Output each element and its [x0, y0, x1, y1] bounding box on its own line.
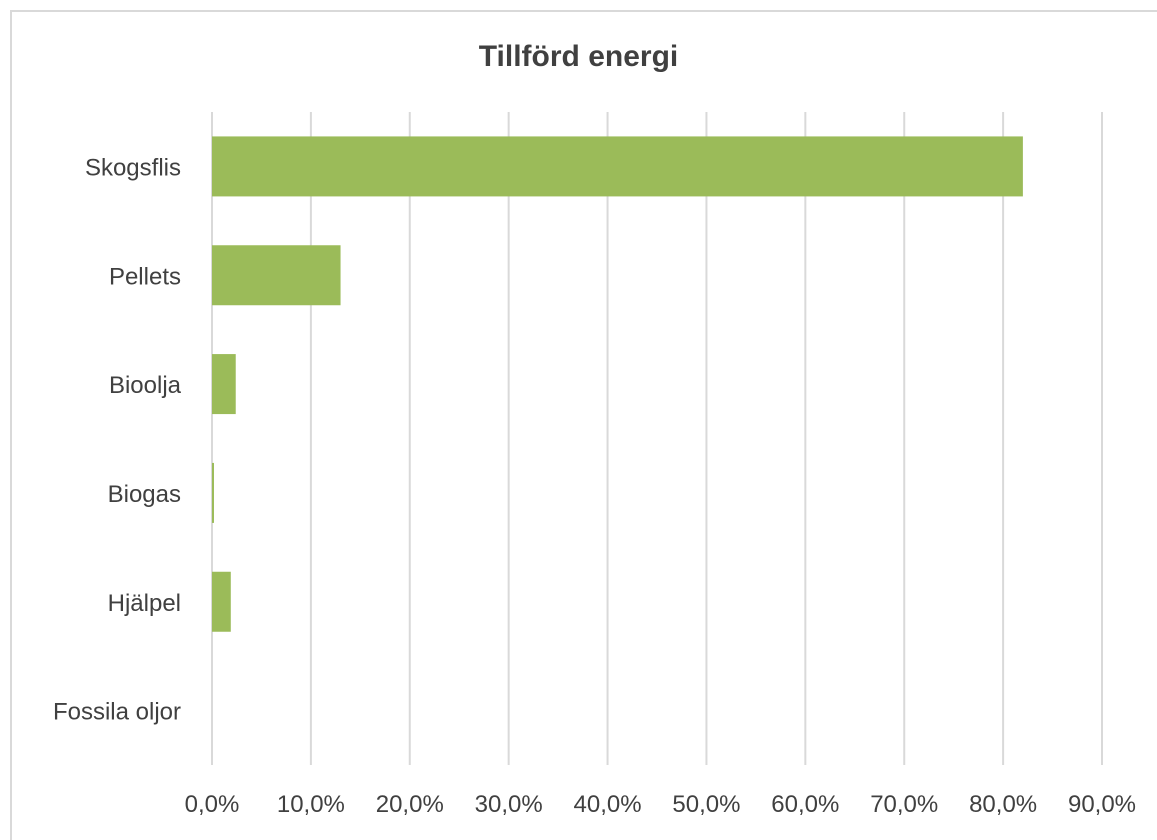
bar-biogas — [212, 462, 214, 523]
bars — [212, 136, 1023, 632]
gridlines — [211, 112, 1103, 765]
x-tick-label: 60,0% — [771, 791, 839, 818]
bar-bioolja — [212, 354, 236, 415]
bar-pellets — [212, 245, 341, 306]
category-label: Fossila oljor — [53, 699, 181, 726]
x-tick-label: 50,0% — [672, 791, 740, 818]
x-tick-label: 30,0% — [475, 791, 543, 818]
x-tick-labels: 0,0% 10,0% 20,0% 30,0% 40,0% 50,0% 60,0% 70,0% 8… — [185, 791, 1136, 818]
category-label: Skogsflis — [85, 154, 181, 181]
chart-title: Tillförd energi — [478, 40, 679, 73]
x-tick-label: 90,0% — [1068, 791, 1136, 818]
bar-skogsflis — [212, 136, 1023, 197]
category-label: Bioolja — [109, 372, 182, 399]
bar-hj-lpel — [212, 571, 231, 632]
x-tick-label: 70,0% — [870, 791, 938, 818]
x-tick-label: 40,0% — [574, 791, 642, 818]
category-label: Biogas — [108, 481, 181, 508]
category-label: Pellets — [109, 263, 181, 290]
category-label: Hjälpel — [108, 590, 181, 617]
x-tick-label: 10,0% — [277, 791, 345, 818]
category-labels: Skogsflis Pellets Bioolja Biogas Hjälpel Foss… — [53, 154, 182, 725]
x-tick-label: 20,0% — [376, 791, 444, 818]
x-tick-label: 80,0% — [969, 791, 1037, 818]
x-tick-label: 0,0% — [185, 791, 240, 818]
